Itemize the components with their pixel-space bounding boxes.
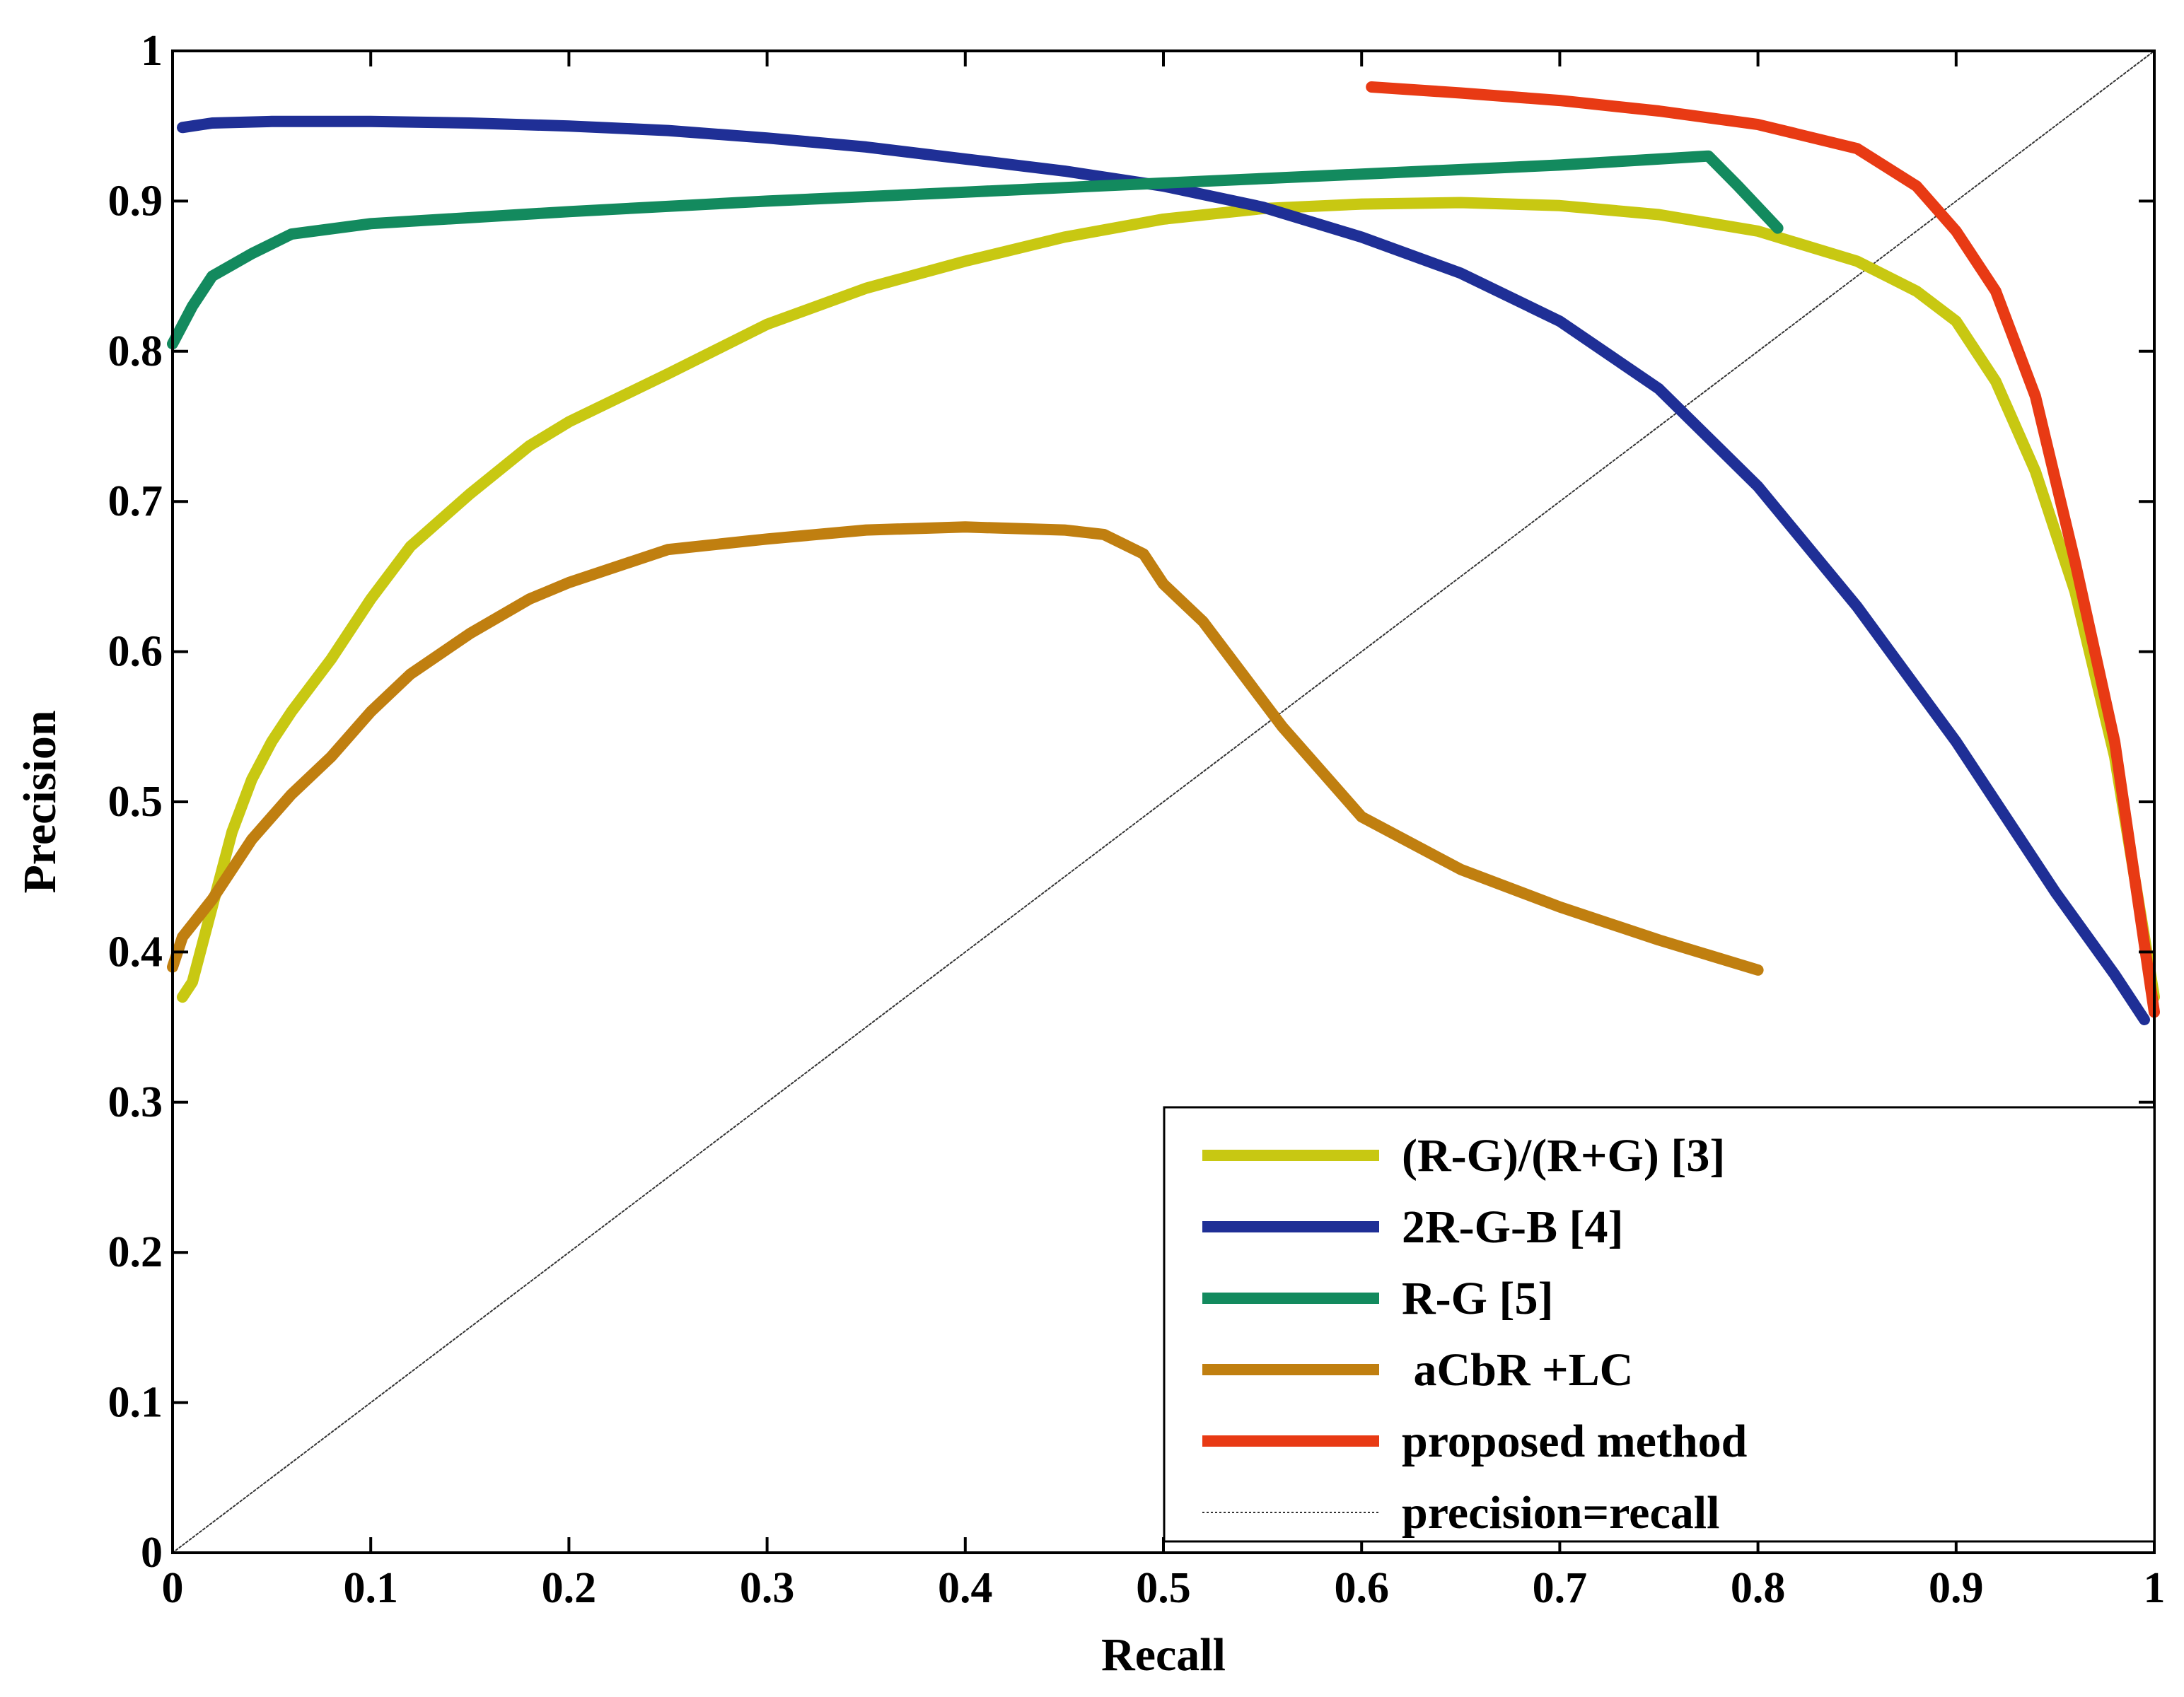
legend-label: (R-G)/(R+G) [3]	[1402, 1130, 1725, 1182]
legend-label: R-G [5]	[1402, 1273, 1553, 1324]
legend-box	[1163, 1106, 2156, 1543]
legend-label: aCbR +LC	[1402, 1344, 1633, 1396]
x-axis-title: Recall	[1101, 1629, 1226, 1681]
legend: (R-G)/(R+G) [3] 2R-G-B [4] R-G [5] aCbR +L…	[1163, 1106, 2156, 1543]
y-tick-label: 0.5	[108, 778, 163, 826]
y-tick-label: 0.8	[108, 327, 163, 375]
y-tick-label: 0.1	[108, 1379, 163, 1427]
y-tick-label: 1	[141, 27, 163, 75]
x-tick-label: 1	[2144, 1564, 2166, 1612]
y-tick-label: 0.9	[108, 177, 163, 225]
x-tick-label: 0.1	[343, 1564, 398, 1612]
y-axis-title: Precision	[14, 710, 66, 893]
legend-label: proposed method	[1402, 1416, 1747, 1467]
y-tick-label: 0.4	[108, 928, 163, 976]
x-tick-label: 0.4	[938, 1564, 993, 1612]
legend-label: 2R-G-B [4]	[1402, 1201, 1623, 1253]
series-line-3	[167, 150, 1784, 350]
series-line-4	[167, 521, 1764, 976]
series-line-5	[1366, 81, 2160, 1018]
series-line-1	[177, 197, 2160, 1003]
legend-label: precision=recall	[1402, 1487, 1719, 1539]
x-tick-label: 0.2	[542, 1564, 597, 1612]
x-tick-label: 0.7	[1533, 1564, 1588, 1612]
y-tick-label: 0.6	[108, 628, 163, 676]
x-tick-label: 0.5	[1136, 1564, 1191, 1612]
y-tick-label: 0	[141, 1529, 163, 1577]
x-tick-label: 0.8	[1731, 1564, 1786, 1612]
series-layer	[167, 50, 2160, 1553]
x-tick-label: 0.9	[1929, 1564, 1984, 1612]
ticks-layer: 0 0.1 0.2 0.3 0.4 0.5 0.6 0.7 0.8 0.9 1 0 0.1 0.2 0.3 0…	[108, 27, 2166, 1612]
series-line-6	[172, 50, 2155, 1553]
x-tick-label: 0	[162, 1564, 184, 1612]
y-tick-label: 0.2	[108, 1228, 163, 1276]
x-tick-label: 0.6	[1334, 1564, 1389, 1612]
y-tick-label: 0.7	[108, 477, 163, 525]
x-tick-label: 0.3	[740, 1564, 795, 1612]
y-tick-label: 0.3	[108, 1078, 163, 1126]
